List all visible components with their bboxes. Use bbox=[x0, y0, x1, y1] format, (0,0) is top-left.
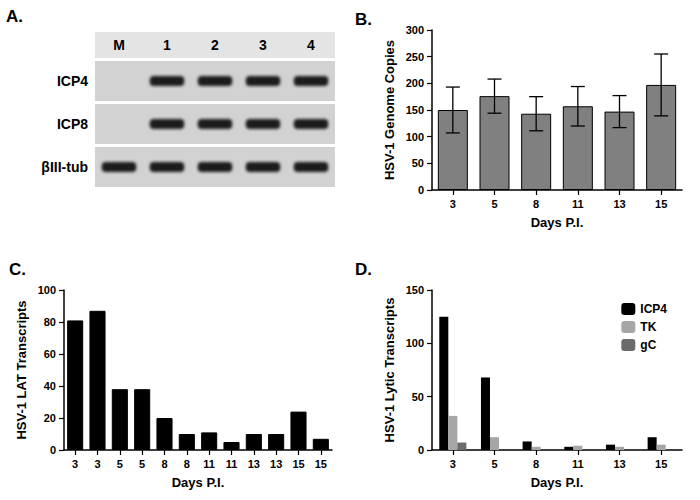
svg-text:8: 8 bbox=[161, 458, 167, 470]
svg-text:3: 3 bbox=[450, 458, 456, 470]
svg-text:5: 5 bbox=[139, 458, 145, 470]
svg-text:8: 8 bbox=[533, 198, 539, 210]
svg-text:8: 8 bbox=[184, 458, 190, 470]
svg-text:3: 3 bbox=[450, 198, 456, 210]
svg-text:HSV-1 Lytic Transcripts: HSV-1 Lytic Transcripts bbox=[382, 298, 397, 443]
svg-text:8: 8 bbox=[533, 458, 539, 470]
svg-text:Days P.I.: Days P.I. bbox=[531, 475, 584, 490]
svg-text:HSV-1 Genome Copies: HSV-1 Genome Copies bbox=[382, 40, 397, 180]
svg-text:0: 0 bbox=[418, 444, 424, 456]
svg-text:3: 3 bbox=[94, 458, 100, 470]
svg-text:40: 40 bbox=[44, 380, 56, 392]
svg-text:11: 11 bbox=[572, 458, 584, 470]
svg-text:gC: gC bbox=[640, 338, 656, 352]
svg-text:60: 60 bbox=[44, 348, 56, 360]
svg-text:11: 11 bbox=[203, 458, 215, 470]
svg-text:5: 5 bbox=[491, 198, 497, 210]
svg-text:300: 300 bbox=[406, 24, 424, 36]
svg-text:15: 15 bbox=[292, 458, 304, 470]
svg-text:4: 4 bbox=[307, 37, 315, 53]
svg-text:100: 100 bbox=[38, 284, 56, 296]
svg-text:3: 3 bbox=[259, 37, 267, 53]
svg-text:1: 1 bbox=[163, 37, 171, 53]
svg-text:150: 150 bbox=[406, 284, 424, 296]
svg-text:13: 13 bbox=[270, 458, 282, 470]
svg-text:βIII-tub: βIII-tub bbox=[41, 159, 88, 175]
svg-text:5: 5 bbox=[117, 458, 123, 470]
svg-text:0: 0 bbox=[50, 444, 56, 456]
svg-text:2: 2 bbox=[211, 37, 219, 53]
svg-text:Days P.I.: Days P.I. bbox=[531, 215, 584, 230]
svg-text:11: 11 bbox=[226, 458, 238, 470]
svg-text:50: 50 bbox=[412, 391, 424, 403]
svg-text:HSV-1 LAT Transcripts: HSV-1 LAT Transcripts bbox=[14, 300, 29, 439]
svg-text:250: 250 bbox=[406, 51, 424, 63]
svg-text:Days P.I.: Days P.I. bbox=[172, 475, 225, 490]
svg-text:B.: B. bbox=[355, 10, 372, 29]
svg-text:A.: A. bbox=[6, 7, 23, 26]
svg-text:50: 50 bbox=[412, 157, 424, 169]
svg-text:100: 100 bbox=[406, 337, 424, 349]
svg-text:100: 100 bbox=[406, 131, 424, 143]
svg-text:15: 15 bbox=[655, 458, 667, 470]
svg-text:ICP4: ICP4 bbox=[57, 73, 88, 89]
svg-text:5: 5 bbox=[491, 458, 497, 470]
svg-text:11: 11 bbox=[572, 198, 584, 210]
svg-text:0: 0 bbox=[418, 184, 424, 196]
svg-text:TK: TK bbox=[640, 320, 656, 334]
svg-text:M: M bbox=[113, 37, 125, 53]
svg-text:15: 15 bbox=[315, 458, 327, 470]
svg-text:13: 13 bbox=[248, 458, 260, 470]
svg-text:C.: C. bbox=[9, 260, 26, 279]
svg-text:200: 200 bbox=[406, 77, 424, 89]
svg-text:150: 150 bbox=[406, 104, 424, 116]
svg-text:13: 13 bbox=[613, 198, 625, 210]
svg-text:D.: D. bbox=[355, 260, 372, 279]
svg-text:13: 13 bbox=[613, 458, 625, 470]
svg-text:15: 15 bbox=[655, 198, 667, 210]
svg-text:ICP4: ICP4 bbox=[640, 302, 667, 316]
svg-text:3: 3 bbox=[72, 458, 78, 470]
svg-text:80: 80 bbox=[44, 316, 56, 328]
svg-text:20: 20 bbox=[44, 412, 56, 424]
svg-text:ICP8: ICP8 bbox=[57, 116, 88, 132]
